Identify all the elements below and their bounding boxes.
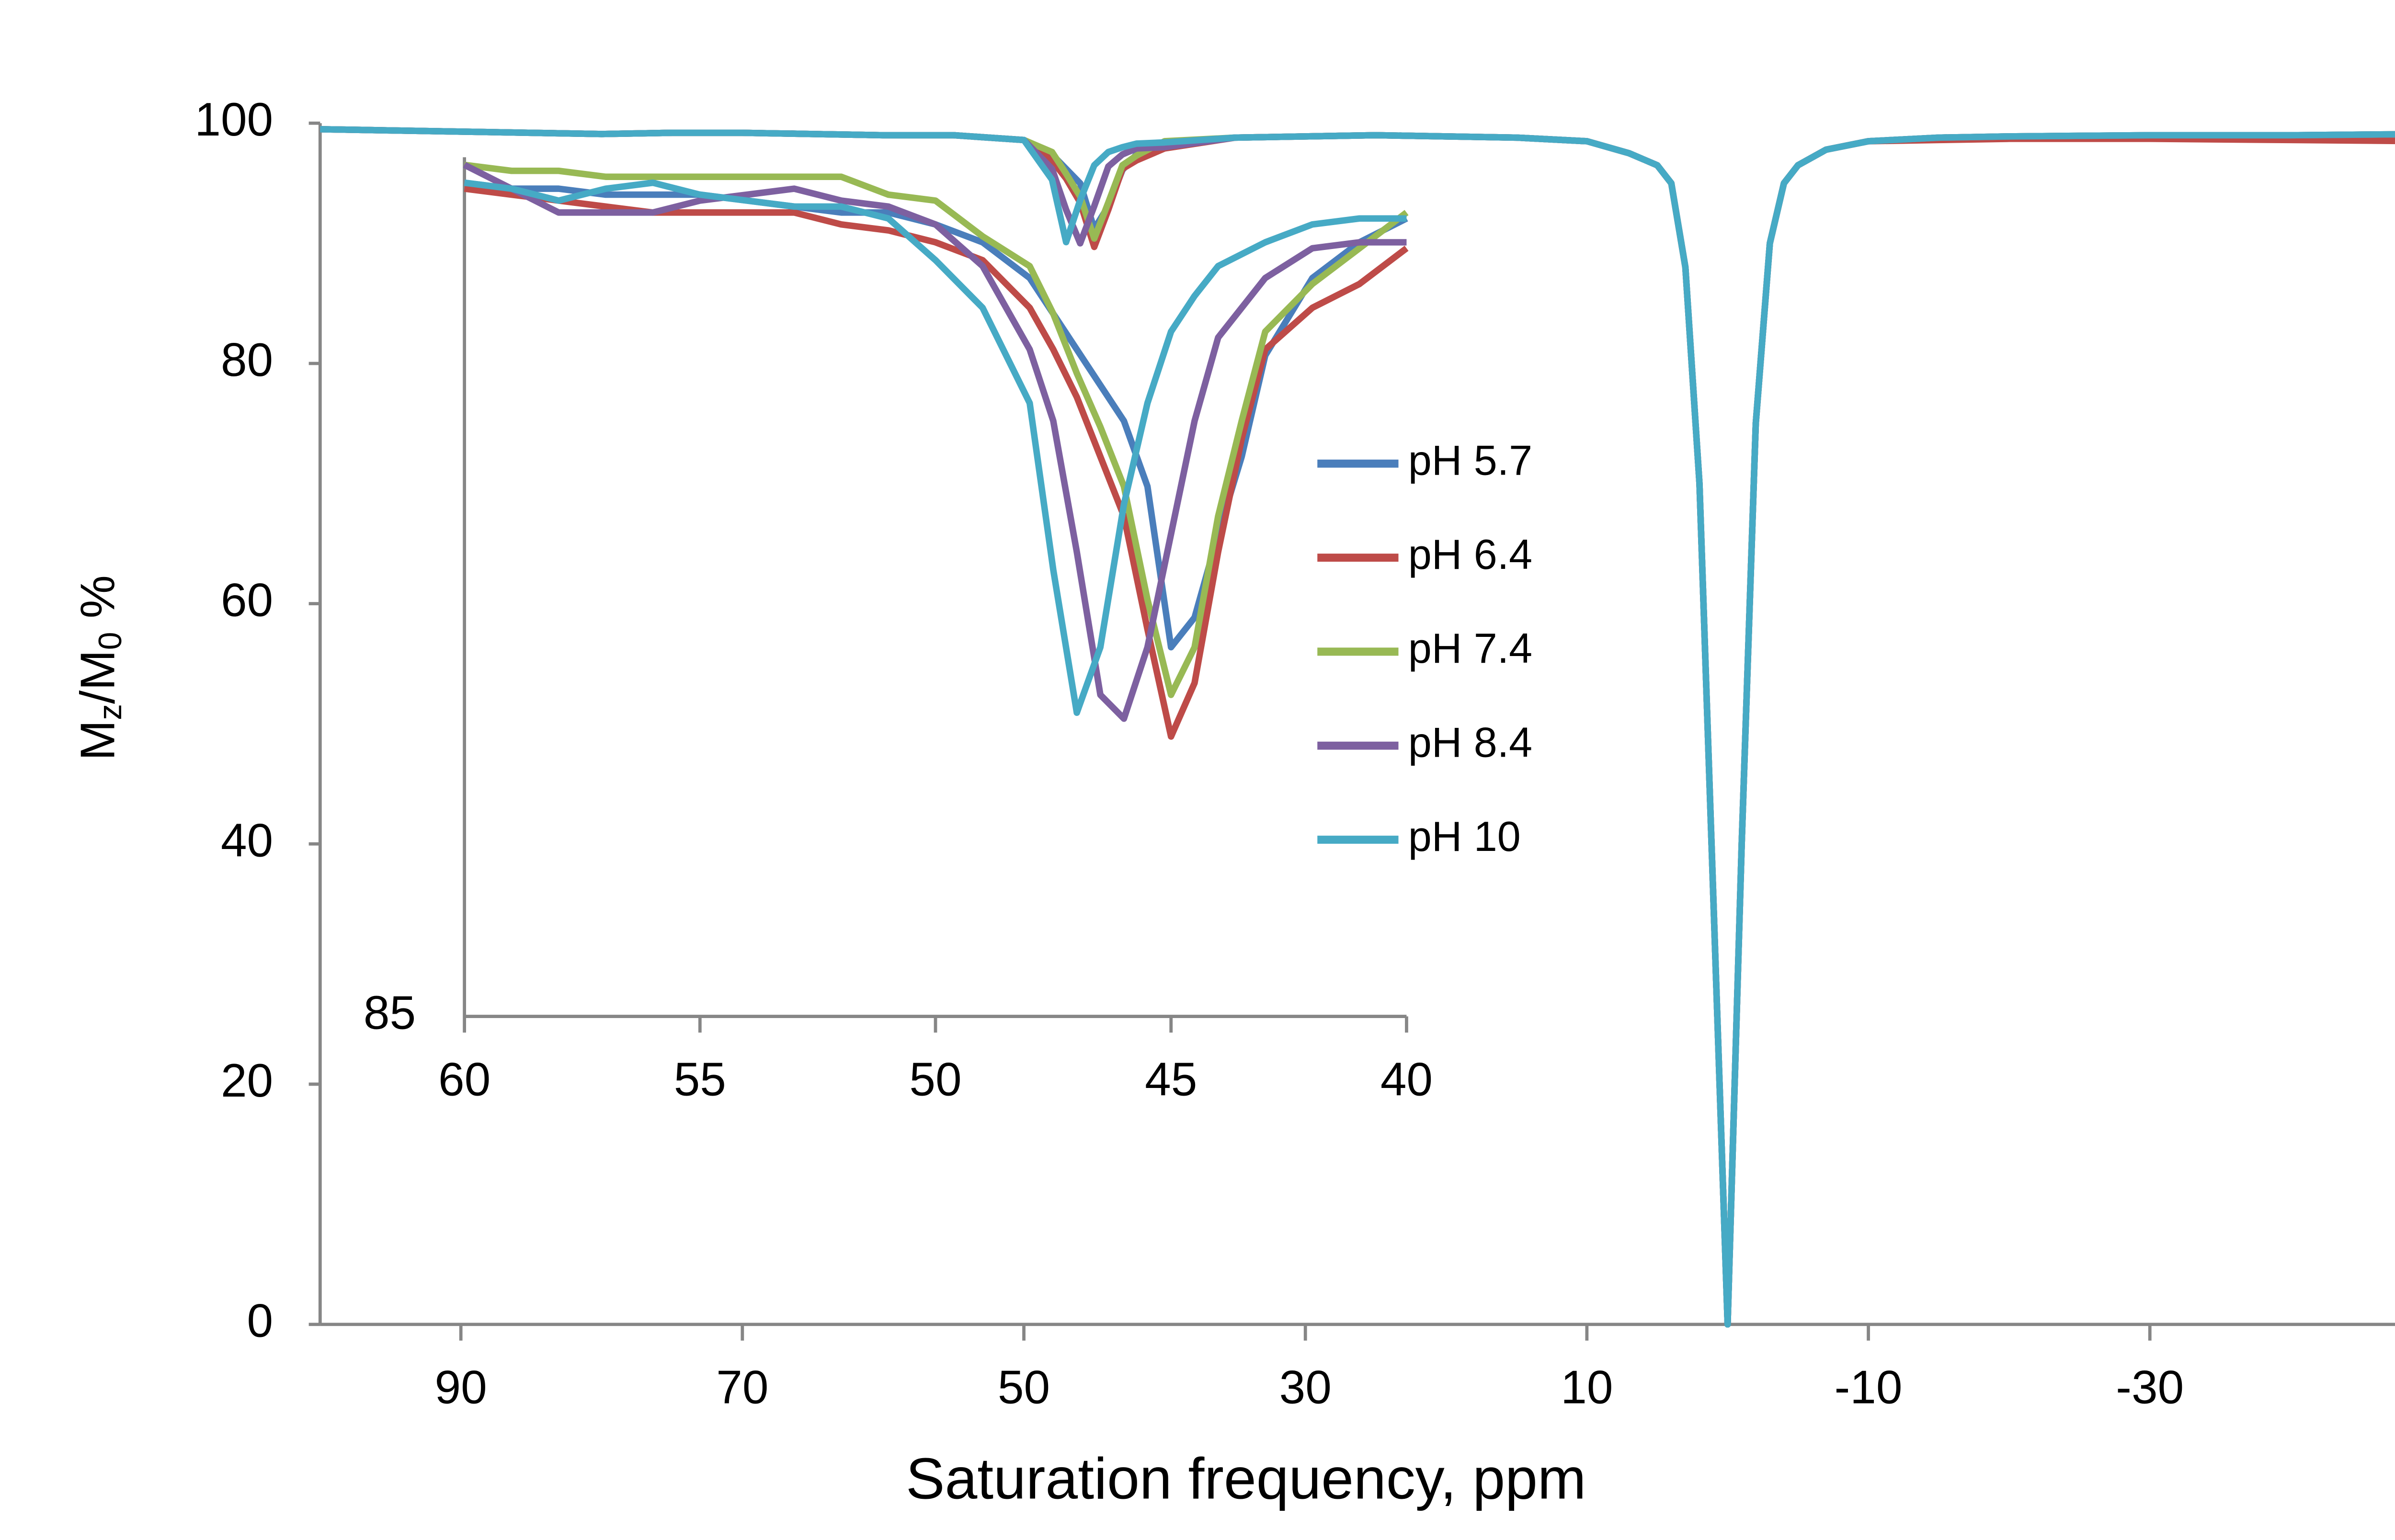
series-line — [320, 126, 2395, 1328]
x-axis-title: Saturation frequency, ppm — [906, 1446, 1586, 1511]
x-tick-label: 40 — [1380, 1053, 1433, 1105]
y-tick-label: 80 — [221, 333, 273, 386]
series-line — [464, 185, 1409, 740]
y-title-part: /M — [70, 650, 125, 704]
y-tick-label: 100 — [194, 93, 273, 146]
x-tick-label: 10 — [1561, 1360, 1613, 1413]
legend-label: pH 10 — [1408, 813, 1521, 860]
x-tick-label: 70 — [716, 1360, 768, 1413]
series-line — [464, 179, 1408, 651]
y-tick-label: 40 — [221, 814, 273, 866]
x-tick-label: 50 — [909, 1053, 961, 1105]
x-tick-label: 90 — [435, 1360, 487, 1413]
legend-label: pH 7.4 — [1408, 624, 1532, 672]
series-line — [320, 126, 2395, 1328]
x-tick-label: 55 — [674, 1053, 726, 1105]
legend-label: pH 6.4 — [1408, 531, 1532, 578]
y-title-part: 0 — [92, 632, 128, 650]
y-axis-title: Mz/M0 % — [70, 575, 128, 760]
y-title-part: M — [70, 720, 125, 761]
y-tick-label: 85 — [364, 986, 416, 1039]
series-line — [463, 162, 1407, 722]
series-line — [320, 126, 2395, 1328]
series-line — [464, 161, 1409, 698]
y-tick-label: 20 — [221, 1054, 273, 1107]
x-tick-label: 60 — [438, 1053, 490, 1105]
y-tick-label: 60 — [221, 574, 273, 626]
x-tick-label: 45 — [1145, 1053, 1197, 1105]
x-tick-label: -30 — [2116, 1360, 2184, 1413]
series-line — [464, 179, 1407, 716]
x-tick-label: -10 — [1835, 1360, 1903, 1413]
y-title-part: % — [70, 575, 125, 632]
legend-label: pH 5.7 — [1408, 436, 1532, 484]
y-title-part: z — [92, 704, 128, 720]
x-tick-label: 50 — [998, 1360, 1050, 1413]
legend-label: pH 8.4 — [1408, 718, 1532, 766]
series-line — [320, 126, 2395, 1328]
series-line — [320, 126, 2395, 1328]
y-tick-label: 0 — [247, 1294, 274, 1347]
x-tick-label: 30 — [1279, 1360, 1332, 1413]
